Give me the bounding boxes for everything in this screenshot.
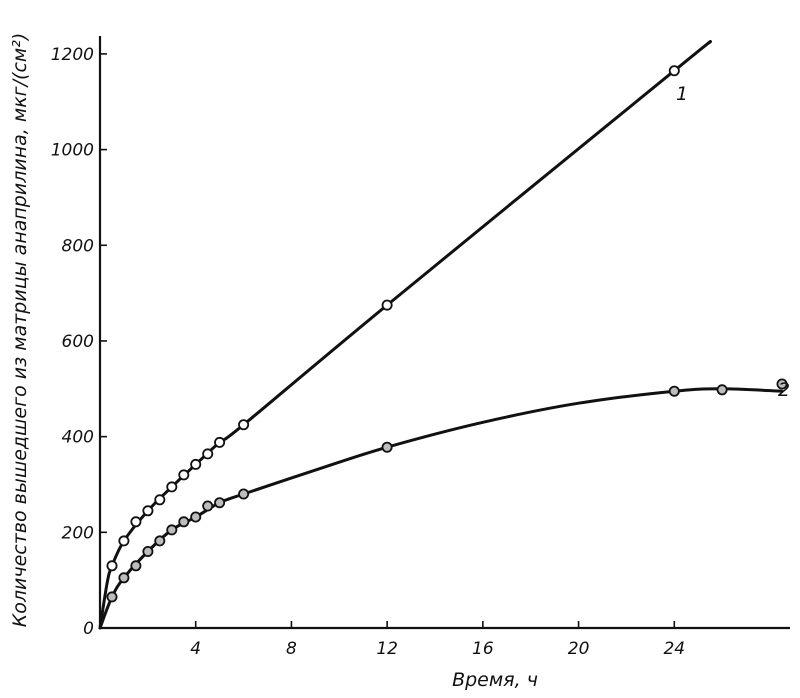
x-axis-title: Время, ч	[452, 669, 538, 691]
y-axis-title: Количество вышедшего из матрицы анаприли…	[9, 33, 31, 628]
series-2-point	[131, 561, 140, 570]
series-2-point	[718, 385, 727, 394]
x-tick-label: 4	[190, 639, 201, 659]
y-tick-label: 200	[62, 523, 94, 543]
series-2-point	[179, 517, 188, 526]
x-tick-label: 16	[472, 639, 494, 659]
y-tick-label: 1000	[51, 141, 94, 161]
x-tick-label: 12	[376, 639, 398, 659]
series-2-point	[191, 512, 200, 521]
series-1-point	[191, 460, 200, 469]
series-1-point	[239, 420, 248, 429]
series-1-point	[131, 517, 140, 526]
y-tick-label: 0	[83, 619, 94, 639]
series-1-point	[203, 449, 212, 458]
series-1-line	[100, 41, 710, 628]
series-1-point	[179, 470, 188, 479]
curve-label-2: 2	[778, 379, 790, 401]
x-tick-label: 8	[286, 639, 297, 659]
series-1-point	[155, 495, 164, 504]
curve-label-1: 1	[676, 83, 688, 105]
x-tick-label: 24	[663, 639, 685, 659]
series-2-point	[167, 525, 176, 534]
series-2-point	[215, 498, 224, 507]
series-layer	[100, 41, 787, 628]
series-2-point	[383, 443, 392, 452]
series-1-point	[215, 438, 224, 447]
series-2-point	[155, 536, 164, 545]
series-1-point	[119, 536, 128, 545]
x-ticks: 4 8 12 16 20 24	[190, 621, 685, 659]
series-2-line	[100, 389, 782, 628]
x-tick-label: 20	[568, 639, 590, 659]
series-1-point	[383, 301, 392, 310]
series-2-point	[203, 501, 212, 510]
series-1-point	[143, 506, 152, 515]
series-2-point	[143, 547, 152, 556]
y-ticks: 0 200 400 600 800 1000 1200	[51, 45, 107, 639]
series-1-point	[167, 482, 176, 491]
series-2-point	[119, 573, 128, 582]
y-tick-label: 600	[62, 332, 94, 352]
y-tick-label: 1200	[51, 45, 94, 65]
y-tick-label: 400	[62, 428, 94, 448]
series-1-point	[107, 561, 116, 570]
series-1-point	[670, 66, 679, 75]
y-tick-label: 800	[62, 236, 94, 256]
series-2-point	[670, 387, 679, 396]
series-2-point	[239, 489, 248, 498]
axes	[100, 36, 790, 628]
series-2-point	[107, 592, 116, 601]
